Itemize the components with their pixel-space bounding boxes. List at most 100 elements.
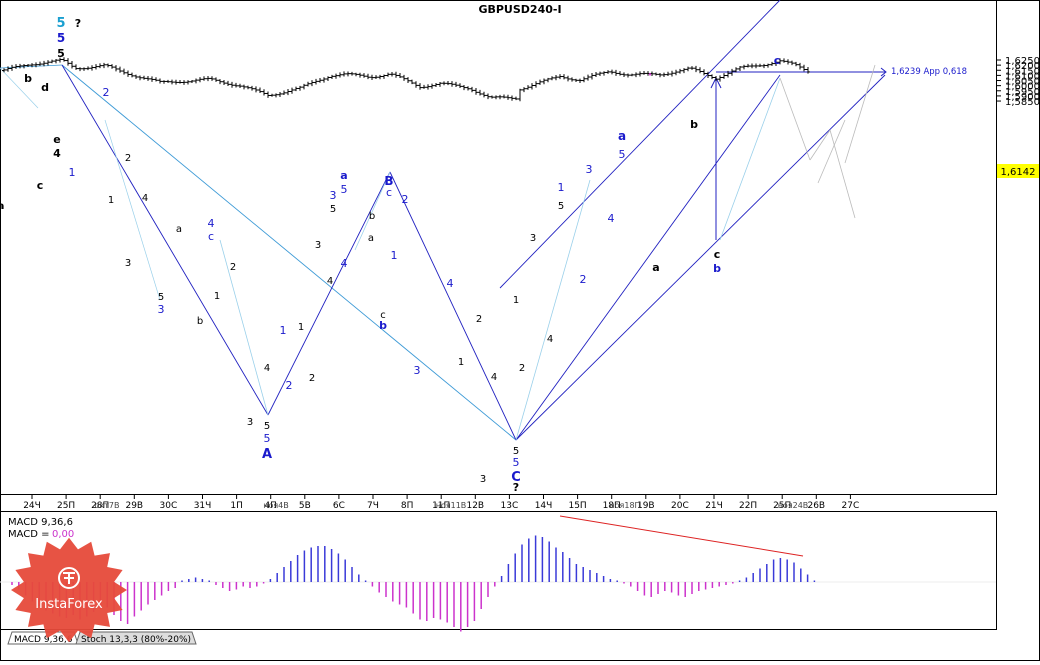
channel-line bbox=[104, 119, 161, 301]
current-price-label: 1,6142 bbox=[1001, 167, 1036, 178]
wave-label: c bbox=[37, 179, 44, 192]
wave-label: d bbox=[41, 81, 49, 94]
time-tick-label: 8П bbox=[401, 501, 414, 511]
wave-label: 4 bbox=[53, 147, 61, 160]
price-tick-label: 1,5850 bbox=[1005, 97, 1040, 108]
wave-label: 2 bbox=[286, 379, 293, 392]
time-tick-label: 5В bbox=[299, 501, 311, 511]
price-tick-label: 1,6100 bbox=[1005, 71, 1040, 82]
wave-label: 5 bbox=[558, 201, 564, 212]
wave-label: 1 bbox=[513, 295, 519, 306]
time-tick-label: 6С bbox=[333, 501, 345, 511]
wave-label: 3 bbox=[330, 189, 337, 202]
price-tick-label: 1,5950 bbox=[1005, 87, 1040, 98]
time-tick-label: 21Ч bbox=[705, 501, 723, 511]
wave-label: a bbox=[340, 169, 347, 182]
wave-label: 2 bbox=[476, 314, 482, 325]
wave-label: 5 bbox=[619, 148, 626, 161]
wave-label: 5 bbox=[513, 446, 519, 457]
time-overlap-label: ноя11В bbox=[436, 501, 467, 510]
price-tick-label: 1,6200 bbox=[1005, 61, 1040, 72]
wave-label: 3 bbox=[414, 364, 421, 377]
wave-label: c bbox=[380, 310, 386, 321]
wave-label: 3 bbox=[315, 240, 321, 251]
tab-macd-label: MACD 9,36,6 bbox=[14, 635, 73, 645]
channel-line bbox=[389, 171, 517, 441]
wave-label: 4 bbox=[547, 334, 553, 345]
channel-line bbox=[817, 119, 846, 184]
channel-line bbox=[0, 67, 39, 109]
time-overlap-label: ноя18П bbox=[609, 501, 640, 510]
channel-line bbox=[515, 179, 591, 441]
candlesticks bbox=[2, 57, 810, 102]
time-tick-label: 20С bbox=[671, 501, 689, 511]
wave-label: 5 bbox=[56, 16, 65, 31]
time-tick-label: 22П bbox=[739, 501, 757, 511]
wave-label: 3 bbox=[530, 233, 536, 244]
wave-label: 5 bbox=[513, 456, 520, 469]
wave-label: 1 bbox=[458, 357, 464, 368]
logo-text: InstaForex bbox=[35, 597, 103, 612]
time-tick-label: 7Ч bbox=[367, 501, 379, 511]
macd-value-prefix: MACD = bbox=[8, 529, 50, 540]
time-tick-label: 28П bbox=[91, 501, 109, 511]
wave-label: 5 bbox=[264, 421, 270, 432]
wave-label: c bbox=[208, 230, 214, 243]
time-tick-label: 30С bbox=[160, 501, 178, 511]
wave-label: b bbox=[24, 72, 32, 85]
wave-label: e bbox=[53, 133, 60, 146]
channel-line bbox=[0, 64, 63, 69]
current-price-box bbox=[997, 164, 1039, 178]
wave-label: 4 bbox=[327, 276, 333, 287]
wave-label: 2 bbox=[519, 363, 525, 374]
macd-label: MACD 9,36,6 bbox=[8, 517, 73, 528]
wave-label: 5 bbox=[264, 432, 271, 445]
time-overlap-label: ноя24В bbox=[778, 501, 809, 510]
macd-value: 0,00 bbox=[52, 529, 74, 540]
price-axis: 1,62501,62001,61501,61001,60501,60001,59… bbox=[996, 56, 1040, 108]
time-tick-label: 25П bbox=[57, 501, 75, 511]
wave-label: 2 bbox=[580, 273, 587, 286]
time-tick-label: 11П bbox=[432, 501, 450, 511]
indicator-tabs: MACD 9,36,6 Stoch 13,3,3 (80%-20%) bbox=[7, 631, 197, 645]
time-overlap-label: ноя4В bbox=[263, 501, 289, 510]
target-annotation: 1,6239 App 0,618 bbox=[891, 67, 967, 77]
wave-label: 1 bbox=[108, 195, 114, 206]
wave-label: b bbox=[197, 316, 203, 327]
wave-label: 4 bbox=[208, 217, 215, 230]
tab-stoch-label: Stoch 13,3,3 (80%-20%) bbox=[81, 635, 191, 645]
wave-label: 1 bbox=[558, 181, 565, 194]
wave-label: b bbox=[379, 319, 387, 332]
wave-label: 3 bbox=[247, 417, 253, 428]
wave-label: 5 bbox=[57, 47, 65, 60]
wave-label: 2 bbox=[103, 86, 110, 99]
channel-lines bbox=[0, 0, 887, 441]
wave-label: b bbox=[713, 262, 721, 275]
time-tick-label: 18П bbox=[603, 501, 621, 511]
wave-label: 3 bbox=[586, 163, 593, 176]
channel-line bbox=[61, 64, 517, 441]
time-tick-label: 26В bbox=[807, 501, 825, 511]
channel-line bbox=[354, 171, 391, 251]
wave-label: 3 bbox=[480, 474, 486, 485]
wave-label: b bbox=[369, 211, 375, 222]
wave-label: 5 bbox=[330, 204, 336, 215]
tab-stoch[interactable] bbox=[75, 631, 197, 645]
time-tick-label: 29В bbox=[125, 501, 143, 511]
divergence-line bbox=[559, 515, 804, 557]
wave-label: 5 bbox=[57, 31, 65, 45]
wave-label: 3 bbox=[125, 258, 131, 269]
time-overlap-label: окт7В bbox=[95, 501, 120, 510]
wave-label: a bbox=[0, 201, 4, 212]
time-tick-label: 27С bbox=[842, 501, 860, 511]
time-tick-label: 13С bbox=[501, 501, 519, 511]
indicator-pane-frame bbox=[0, 511, 997, 630]
time-axis: 24Ч 25П 28П 29В 30С 31Ч 1П 4П 5В 6С 7Ч 8П 11П 12В 13С 1… bbox=[23, 495, 859, 511]
wave-label: 1 bbox=[391, 249, 398, 262]
wave-label: 1 bbox=[214, 291, 220, 302]
wave-label: b bbox=[690, 118, 698, 131]
time-tick-label: 12В bbox=[466, 501, 484, 511]
wave-label: ? bbox=[75, 17, 81, 30]
